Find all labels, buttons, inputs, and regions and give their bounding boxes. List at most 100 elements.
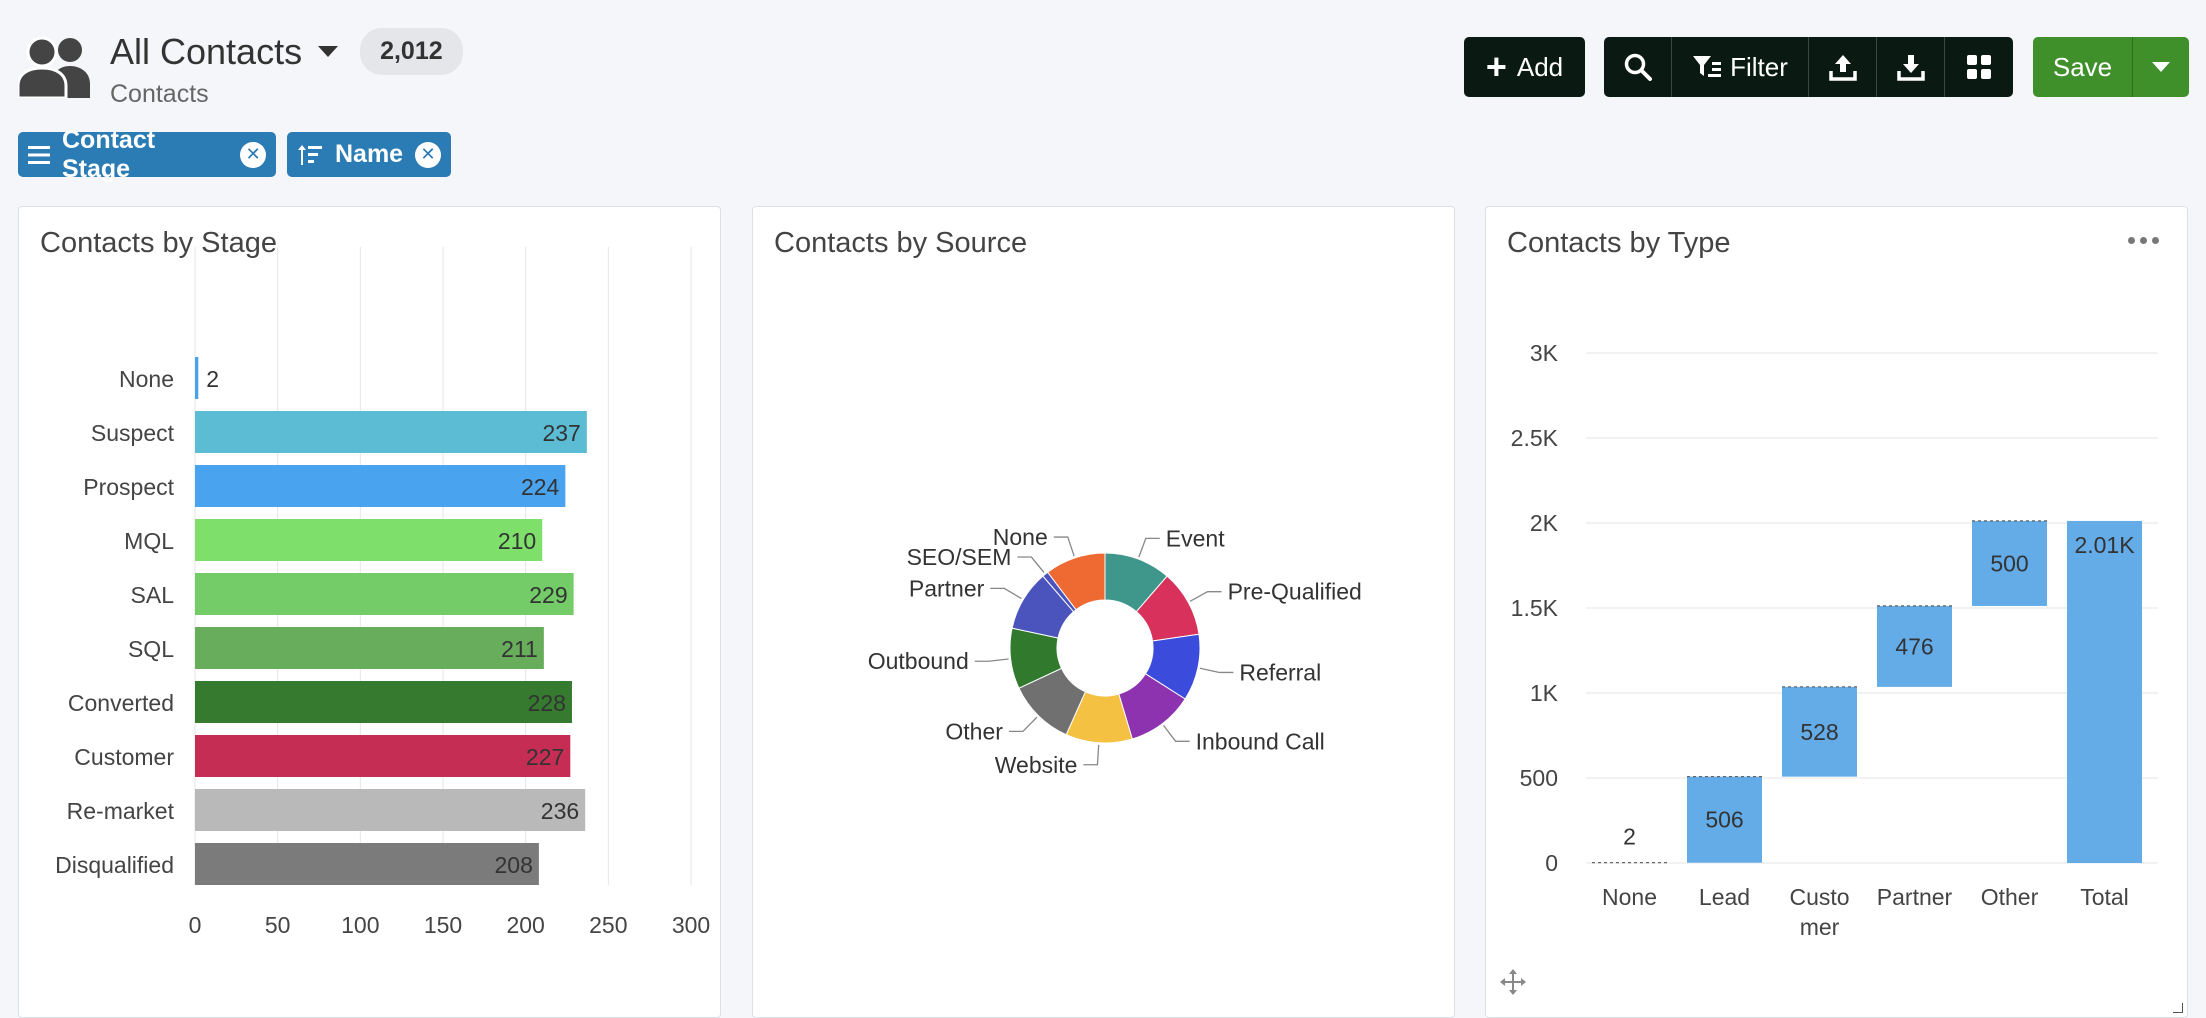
- slice-label: Inbound Call: [1196, 728, 1325, 754]
- y-tick-label: 0: [1545, 850, 1558, 876]
- move-icon[interactable]: [1498, 967, 1528, 997]
- filter-icon: [1693, 56, 1722, 77]
- waterfall-bar[interactable]: [1782, 686, 1857, 777]
- leader-line: [974, 658, 1009, 662]
- bar-customer[interactable]: [195, 735, 571, 777]
- x-category-label: Total: [2080, 884, 2129, 910]
- y-category-label: Customer: [74, 744, 174, 770]
- filter-chip-name[interactable]: Name ✕: [287, 132, 451, 177]
- bar-value-label: 211: [501, 636, 538, 662]
- layout-icon: [1967, 55, 1991, 79]
- x-tick-label: 150: [424, 912, 462, 938]
- panel-title: Contacts by Type: [1507, 227, 1731, 259]
- x-tick-label: 100: [341, 912, 379, 938]
- bar-re-market[interactable]: [195, 789, 586, 831]
- leader-line: [1189, 591, 1222, 602]
- y-category-label: Disqualified: [55, 852, 174, 878]
- type-waterfall-chart: 0 500 1K 1.5K 2K 2.5K 3K 2 None 506 Lead 528 Custo me…: [1511, 340, 2158, 940]
- close-icon[interactable]: ✕: [415, 141, 441, 168]
- bar-mql[interactable]: [195, 519, 543, 561]
- y-tick-label: 2K: [1530, 510, 1559, 536]
- download-icon: [1896, 55, 1925, 81]
- x-tick-label: 300: [672, 912, 710, 938]
- bar-value-label: 528: [1800, 719, 1838, 745]
- bar-suspect[interactable]: [195, 411, 587, 453]
- y-category-label: Re-market: [67, 798, 175, 824]
- add-button[interactable]: + Add: [1464, 37, 1585, 97]
- contacts-icon: [18, 36, 90, 98]
- search-button[interactable]: [1604, 37, 1672, 97]
- bar-value-label: 500: [1990, 550, 2028, 576]
- bar-value-label: 227: [526, 744, 564, 770]
- y-tick-label: 2.5K: [1511, 425, 1559, 451]
- y-tick-label: 1K: [1530, 680, 1559, 706]
- leader-line: [1017, 556, 1045, 573]
- waterfall-bar[interactable]: [1877, 605, 1952, 687]
- bar-value-label: 236: [541, 798, 579, 824]
- leader-line: [1053, 536, 1075, 557]
- layout-button[interactable]: [1945, 37, 2013, 97]
- stage-chart-panel: Contacts by Stage 0 50 100 150 200 250 300 None…: [18, 206, 721, 1018]
- filter-chip-contact-stage[interactable]: Contact Stage ✕: [18, 126, 276, 183]
- source-chart-panel: Contacts by Source Event Pre-Qualified Ref…: [752, 206, 1455, 1018]
- save-button[interactable]: Save: [2033, 37, 2133, 97]
- waterfall-bar[interactable]: [1687, 776, 1762, 863]
- bar-disqualified[interactable]: [195, 843, 539, 885]
- bar-sql[interactable]: [195, 627, 544, 669]
- y-category-label: None: [119, 366, 174, 392]
- x-category-label: Custo: [1789, 884, 1849, 910]
- bar-sal[interactable]: [195, 573, 574, 615]
- x-tick-label: 250: [589, 912, 627, 938]
- add-button-label: Add: [1516, 51, 1564, 82]
- y-tick-label: 500: [1520, 765, 1558, 791]
- slice-label: Outbound: [868, 648, 969, 674]
- filter-button[interactable]: Filter: [1672, 37, 1809, 97]
- bar-converted[interactable]: [195, 681, 572, 723]
- leader-line: [1083, 744, 1100, 766]
- slice-label: Other: [945, 718, 1003, 744]
- x-tick-label: 50: [265, 912, 291, 938]
- chevron-down-icon[interactable]: [318, 46, 339, 57]
- leader-line: [1199, 667, 1234, 674]
- bar-none[interactable]: [195, 357, 199, 399]
- bar-value-label: 506: [1705, 807, 1743, 833]
- page-subtitle: Contacts: [110, 80, 209, 108]
- x-category-label: None: [1602, 884, 1657, 910]
- waterfall-bar[interactable]: [2067, 520, 2142, 863]
- resize-handle-icon[interactable]: [2171, 1001, 2183, 1013]
- panel-title: Contacts by Stage: [40, 227, 277, 259]
- chevron-down-icon: [2152, 62, 2170, 72]
- y-category-label: MQL: [124, 528, 174, 554]
- x-category-label: Other: [1981, 884, 2039, 910]
- save-button-group: Save: [2033, 37, 2189, 97]
- page-title[interactable]: All Contacts: [110, 30, 303, 72]
- slice-label: Partner: [909, 575, 985, 601]
- slice-none[interactable]: [1046, 552, 1106, 611]
- upload-button[interactable]: [1809, 37, 1877, 97]
- filter-chip-label: Name: [335, 140, 404, 168]
- slice-label: Website: [995, 752, 1078, 778]
- waterfall-bar[interactable]: [1972, 520, 2047, 606]
- plus-icon: +: [1485, 46, 1507, 87]
- slice-label: Referral: [1239, 659, 1321, 685]
- save-menu-button[interactable]: [2133, 37, 2189, 97]
- close-icon[interactable]: ✕: [240, 141, 266, 168]
- bar-value-label: 476: [1895, 633, 1933, 659]
- bar-value-label: 2.01K: [2074, 532, 2135, 558]
- bar-prospect[interactable]: [195, 465, 566, 507]
- y-tick-label: 3K: [1530, 340, 1559, 366]
- more-options-icon[interactable]: [2128, 237, 2159, 244]
- panel-title: Contacts by Source: [774, 227, 1028, 259]
- y-category-label: SQL: [128, 636, 174, 662]
- list-icon: [28, 145, 50, 165]
- download-button[interactable]: [1877, 37, 1945, 97]
- bar-value-label: 237: [542, 420, 580, 446]
- title-row: All Contacts 2,012: [110, 28, 463, 75]
- sort-icon: [297, 144, 323, 166]
- leader-line: [1138, 537, 1160, 558]
- y-category-label: Prospect: [83, 474, 174, 500]
- bar-value-label: 208: [495, 852, 533, 878]
- leader-line: [1163, 724, 1190, 742]
- bar-value-label: 210: [498, 528, 536, 554]
- source-donut-chart: Event Pre-Qualified Referral Inbound Call We…: [868, 524, 1362, 778]
